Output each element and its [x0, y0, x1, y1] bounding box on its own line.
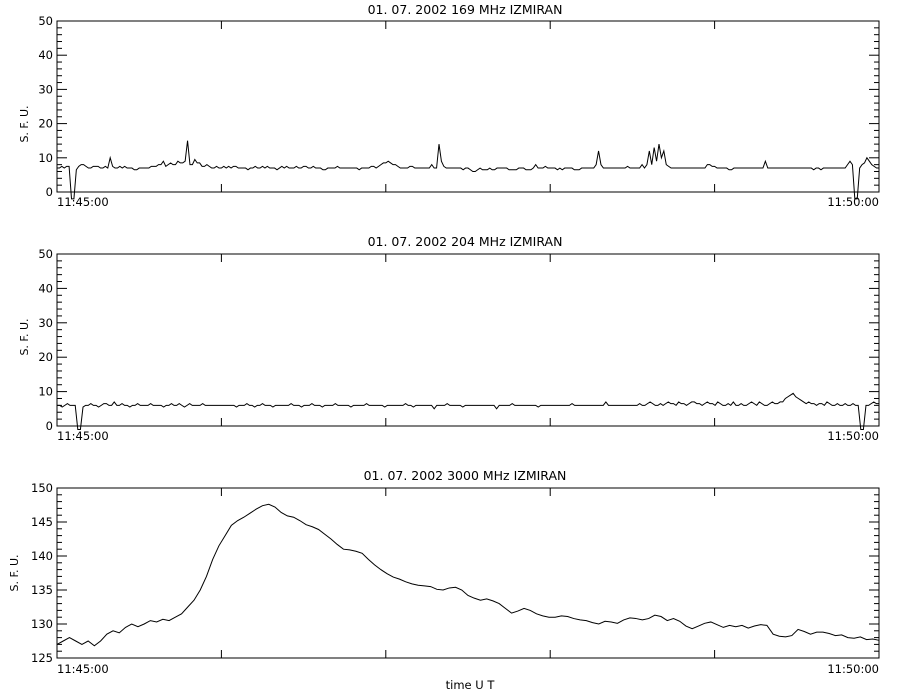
x-tick-label-end: 11:50:00: [827, 429, 879, 443]
y-tick-label: 10: [38, 151, 53, 165]
plot-frame: [56, 487, 880, 659]
chart-title: 01. 07. 2002 3000 MHz IZMIRAN: [364, 468, 567, 483]
y-tick-label: 20: [38, 117, 53, 131]
series-line-204mhz: [57, 392, 879, 430]
y-tick-label: 20: [38, 350, 53, 364]
axis-ticks: [56, 253, 880, 427]
y-tick-label: 40: [38, 281, 53, 295]
x-tick-label-start: 11:45:00: [57, 195, 109, 209]
panel-3000mhz: 01. 07. 2002 3000 MHz IZMIRAN S. F. U. 1…: [8, 468, 880, 692]
series-line-3000mhz: [56, 503, 880, 647]
y-axis-label: S. F. U.: [18, 318, 31, 355]
x-tick-label-end: 11:50:00: [827, 195, 879, 209]
y-tick-label: 10: [38, 385, 53, 399]
y-tick-label: 135: [31, 583, 53, 597]
chart-title: 01. 07. 2002 169 MHz IZMIRAN: [368, 2, 563, 17]
y-axis-label: S. F. U.: [18, 105, 31, 142]
y-tick-label: 0: [46, 419, 53, 433]
x-axis-label: time U T: [446, 678, 496, 692]
panel-169mhz: 01. 07. 2002 169 MHz IZMIRAN S. F. U. 0 …: [18, 2, 880, 209]
x-tick-label-start: 11:45:00: [57, 429, 109, 443]
y-tick-label: 130: [31, 617, 53, 631]
axis-ticks: [56, 20, 880, 193]
y-tick-label: 50: [38, 14, 53, 28]
series-line-169mhz: [57, 140, 879, 200]
y-tick-label: 140: [31, 549, 53, 563]
x-tick-label-end: 11:50:00: [827, 662, 879, 676]
chart-title: 01. 07. 2002 204 MHz IZMIRAN: [368, 234, 563, 249]
y-axis-label: S. F. U.: [8, 554, 21, 591]
y-tick-label: 150: [31, 481, 53, 495]
panel-204mhz: 01. 07. 2002 204 MHz IZMIRAN S. F. U. 0 …: [18, 234, 880, 443]
y-tick-label: 0: [46, 185, 53, 199]
y-tick-label: 30: [38, 316, 53, 330]
plot-frame: [56, 20, 880, 193]
plot-frame: [56, 253, 880, 427]
y-tick-label: 30: [38, 82, 53, 96]
y-tick-label: 50: [38, 247, 53, 261]
y-tick-label: 40: [38, 48, 53, 62]
y-tick-label: 145: [31, 515, 53, 529]
x-tick-label-start: 11:45:00: [57, 662, 109, 676]
y-tick-label: 125: [31, 651, 53, 665]
axis-ticks: [56, 487, 880, 659]
